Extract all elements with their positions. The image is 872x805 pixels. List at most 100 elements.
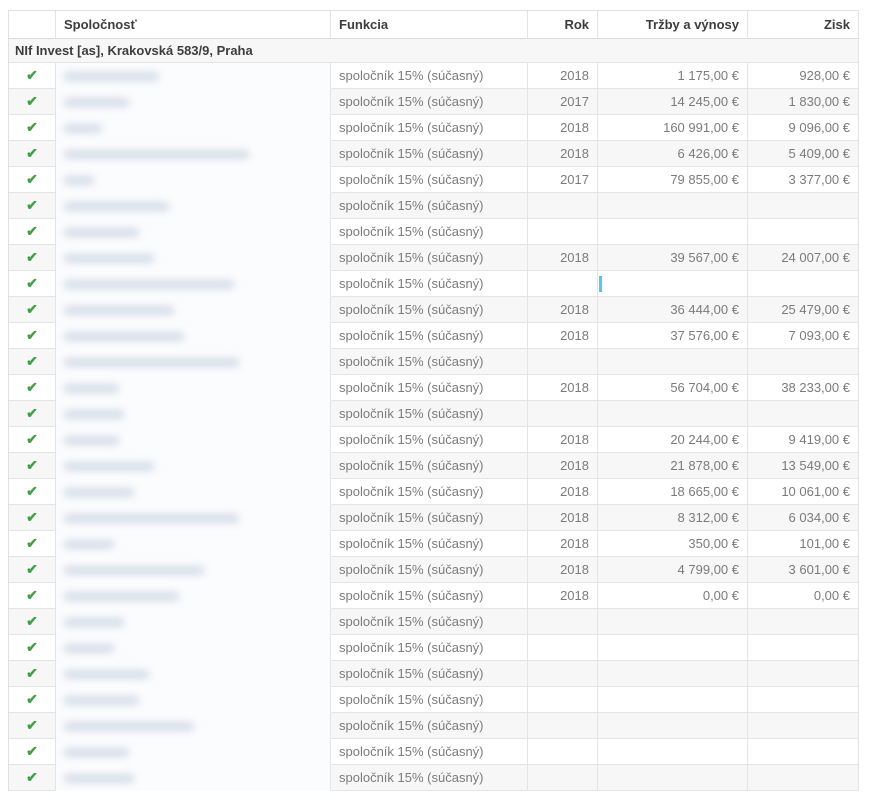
trzby-cell [598, 635, 748, 661]
funkcia-value: spoločník 15% (súčasný) [339, 614, 484, 629]
zisk-value: 928,00 € [799, 68, 850, 83]
trzby-cell [598, 401, 748, 427]
zisk-value: 101,00 € [799, 536, 850, 551]
table-row: ✔ spoločník 15% (súčasný) 2017 79 855,00… [9, 167, 859, 193]
checked-cell: ✔ [9, 297, 56, 323]
zisk-cell: 38 233,00 € [748, 375, 859, 401]
rok-value: 2018 [560, 68, 589, 83]
check-icon: ✔ [26, 353, 38, 369]
check-icon: ✔ [26, 717, 38, 733]
trzby-value: 18 665,00 € [670, 484, 739, 499]
table-row: ✔ spoločník 15% (súčasný) [9, 687, 859, 713]
column-header-zisk[interactable]: Zisk [748, 11, 859, 39]
funkcia-cell: spoločník 15% (súčasný) [331, 297, 528, 323]
column-header-funkcia[interactable]: Funkcia [331, 11, 528, 39]
funkcia-value: spoločník 15% (súčasný) [339, 328, 484, 343]
table-row: ✔ spoločník 15% (súčasný) 2018 8 312,00 … [9, 505, 859, 531]
rok-value: 2017 [560, 94, 589, 109]
zisk-cell [748, 401, 859, 427]
trzby-cell: 37 576,00 € [598, 323, 748, 349]
table-row: ✔ spoločník 15% (súčasný) 2018 36 444,00… [9, 297, 859, 323]
funkcia-value: spoločník 15% (súčasný) [339, 744, 484, 759]
company-name-redacted [64, 410, 124, 420]
zisk-cell: 101,00 € [748, 531, 859, 557]
checked-cell: ✔ [9, 89, 56, 115]
rok-cell: 2018 [528, 115, 598, 141]
column-header-rok[interactable]: Rok [528, 11, 598, 39]
company-name-redacted [64, 98, 129, 108]
check-icon: ✔ [26, 587, 38, 603]
zisk-value: 13 549,00 € [781, 458, 850, 473]
funkcia-cell: spoločník 15% (súčasný) [331, 401, 528, 427]
checked-cell: ✔ [9, 635, 56, 661]
funkcia-cell: spoločník 15% (súčasný) [331, 479, 528, 505]
zisk-value: 9 096,00 € [788, 120, 850, 135]
company-name-redacted [64, 514, 239, 524]
checked-cell: ✔ [9, 349, 56, 375]
check-icon: ✔ [26, 223, 38, 239]
funkcia-value: spoločník 15% (súčasný) [339, 198, 484, 213]
shareholders-table-wrapper: Spoločnosť Funkcia Rok Tržby a výnosy Zi… [8, 10, 859, 791]
company-cell [56, 375, 331, 401]
funkcia-cell: spoločník 15% (súčasný) [331, 557, 528, 583]
funkcia-cell: spoločník 15% (súčasný) [331, 661, 528, 687]
column-header-spolocnost[interactable]: Spoločnosť [56, 11, 331, 39]
trzby-cell [598, 765, 748, 791]
table-row: ✔ spoločník 15% (súčasný) 2018 37 576,00… [9, 323, 859, 349]
funkcia-value: spoločník 15% (súčasný) [339, 276, 484, 291]
zisk-cell [748, 687, 859, 713]
zisk-value: 0,00 € [813, 588, 850, 603]
trzby-cell: 18 665,00 € [598, 479, 748, 505]
rok-value: 2017 [560, 172, 589, 187]
rok-cell [528, 713, 598, 739]
zisk-cell: 25 479,00 € [748, 297, 859, 323]
table-row: ✔ spoločník 15% (súčasný) [9, 739, 859, 765]
trzby-value: 21 878,00 € [670, 458, 739, 473]
check-icon: ✔ [26, 457, 38, 473]
trzby-cell: 1 175,00 € [598, 63, 748, 89]
checked-cell: ✔ [9, 505, 56, 531]
funkcia-value: spoločník 15% (súčasný) [339, 640, 484, 655]
funkcia-value: spoločník 15% (súčasný) [339, 146, 484, 161]
funkcia-value: spoločník 15% (súčasný) [339, 666, 484, 681]
company-name-redacted [64, 202, 169, 212]
rok-cell: 2018 [528, 245, 598, 271]
funkcia-cell: spoločník 15% (súčasný) [331, 505, 528, 531]
rok-cell [528, 609, 598, 635]
company-name-redacted [64, 150, 249, 160]
funkcia-cell: spoločník 15% (súčasný) [331, 63, 528, 89]
company-cell [56, 713, 331, 739]
company-name-redacted [64, 358, 239, 368]
table-row: ✔ spoločník 15% (súčasný) 2017 14 245,00… [9, 89, 859, 115]
zisk-value: 9 419,00 € [788, 432, 850, 447]
company-name-redacted [64, 748, 129, 758]
funkcia-cell: spoločník 15% (súčasný) [331, 765, 528, 791]
rok-value: 2018 [560, 536, 589, 551]
funkcia-value: spoločník 15% (súčasný) [339, 692, 484, 707]
zisk-cell: 3 377,00 € [748, 167, 859, 193]
rok-cell: 2018 [528, 531, 598, 557]
rok-cell: 2018 [528, 453, 598, 479]
rok-value: 2018 [560, 380, 589, 395]
rok-cell: 2018 [528, 141, 598, 167]
trzby-cell: 36 444,00 € [598, 297, 748, 323]
trzby-value: 20 244,00 € [670, 432, 739, 447]
zisk-cell [748, 271, 859, 297]
company-cell [56, 635, 331, 661]
funkcia-cell: spoločník 15% (súčasný) [331, 609, 528, 635]
checked-cell: ✔ [9, 479, 56, 505]
table-row: ✔ spoločník 15% (súčasný) [9, 401, 859, 427]
funkcia-cell: spoločník 15% (súčasný) [331, 89, 528, 115]
column-header-trzby[interactable]: Tržby a výnosy [598, 11, 748, 39]
check-icon: ✔ [26, 665, 38, 681]
trzby-cell: 79 855,00 € [598, 167, 748, 193]
company-cell [56, 349, 331, 375]
checked-cell: ✔ [9, 531, 56, 557]
zisk-cell: 9 096,00 € [748, 115, 859, 141]
company-name-redacted [64, 72, 159, 82]
trzby-value: 14 245,00 € [670, 94, 739, 109]
rok-cell [528, 765, 598, 791]
trzby-cell: 14 245,00 € [598, 89, 748, 115]
checked-cell: ✔ [9, 557, 56, 583]
company-name-redacted [64, 332, 184, 342]
